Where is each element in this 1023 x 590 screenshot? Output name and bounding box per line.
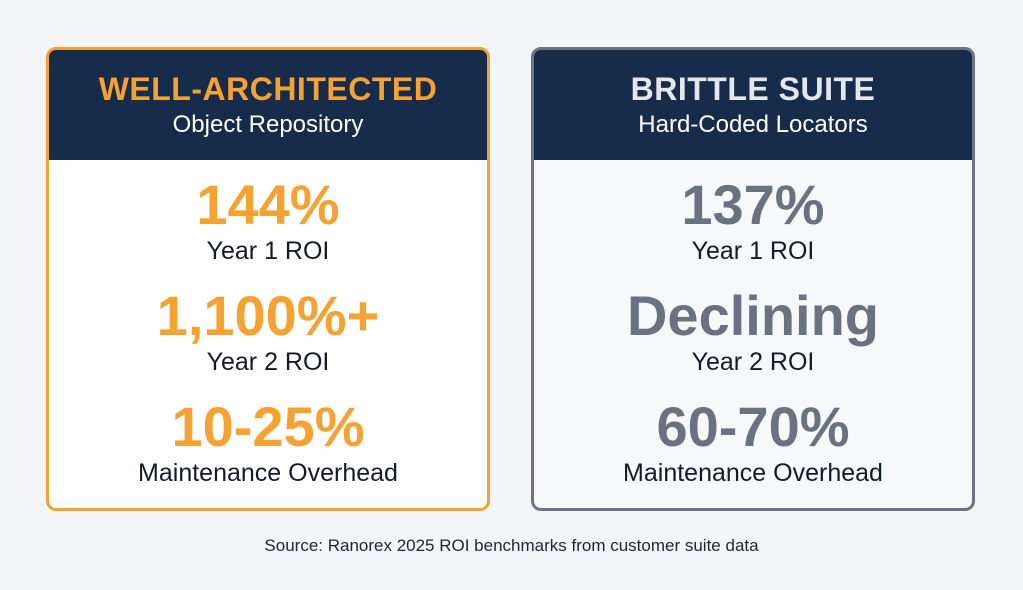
metric-maintenance-overhead: 60-70% Maintenance Overhead [534, 396, 972, 507]
metric-value: 144% [196, 173, 340, 236]
brittle-suite-card: BRITTLE SUITE Hard-Coded Locators 137% Y… [531, 47, 975, 511]
metric-value: Declining [626, 284, 880, 347]
metric-year2-roi: 1,100%+ Year 2 ROI [49, 285, 487, 396]
well-architected-card: WELL-ARCHITECTED Object Repository 144% … [46, 47, 490, 511]
metrics-list: 137% Year 1 ROI Declining Year 2 ROI 60-… [534, 160, 972, 507]
metric-maintenance-overhead: 10-25% Maintenance Overhead [49, 396, 487, 507]
card-title: WELL-ARCHITECTED [98, 71, 438, 107]
metric-value: 60-70% [656, 395, 850, 458]
metric-year1-roi: 137% Year 1 ROI [534, 174, 972, 285]
source-note: Source: Ranorex 2025 ROI benchmarks from… [264, 536, 759, 555]
metric-label: Maintenance Overhead [623, 459, 883, 487]
metric-label: Year 1 ROI [691, 237, 815, 265]
metric-value: 1,100%+ [156, 284, 380, 347]
metric-year1-roi: 144% Year 1 ROI [49, 174, 487, 285]
metric-label: Year 1 ROI [206, 237, 330, 265]
card-header: BRITTLE SUITE Hard-Coded Locators [534, 50, 972, 160]
metric-year2-roi: Declining Year 2 ROI [534, 285, 972, 396]
metrics-list: 144% Year 1 ROI 1,100%+ Year 2 ROI 10-25… [49, 160, 487, 507]
metric-label: Year 2 ROI [206, 348, 330, 376]
metric-value: 137% [681, 173, 825, 236]
metric-label: Year 2 ROI [691, 348, 815, 376]
metric-value: 10-25% [171, 395, 365, 458]
card-subtitle: Object Repository [172, 111, 364, 138]
card-header: WELL-ARCHITECTED Object Repository [49, 50, 487, 160]
metric-label: Maintenance Overhead [138, 459, 398, 487]
card-subtitle: Hard-Coded Locators [638, 111, 868, 138]
card-title: BRITTLE SUITE [630, 71, 876, 107]
